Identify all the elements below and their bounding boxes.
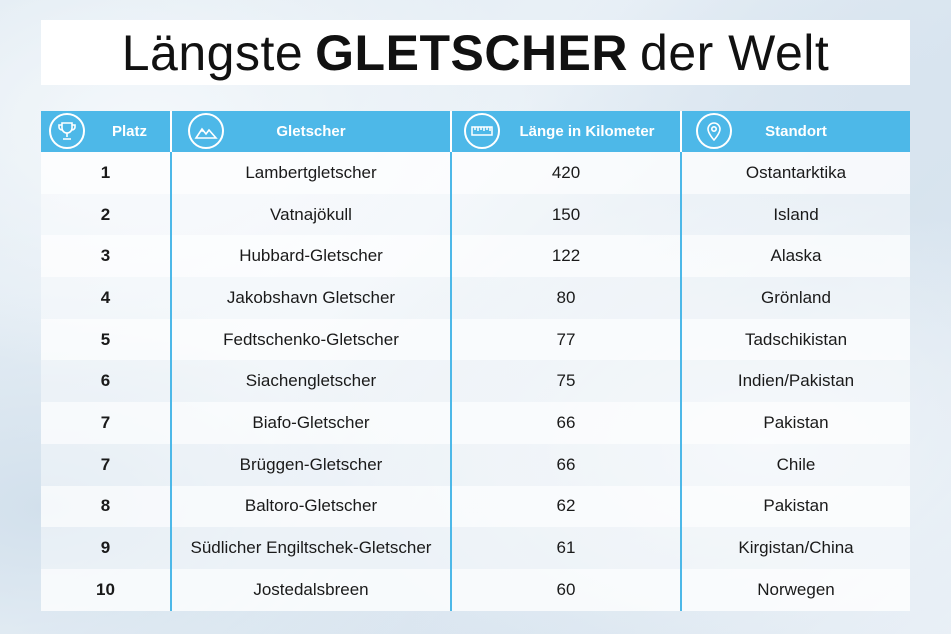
header-length: Länge in Kilometer xyxy=(451,111,682,152)
rank-cell: 7 xyxy=(41,402,172,444)
location-cell: Pakistan xyxy=(681,485,910,528)
glacier-name-cell: Biafo-Gletscher xyxy=(171,402,452,444)
header-location: Standort xyxy=(681,111,910,152)
glacier-name-cell: Jakobshavn Gletscher xyxy=(171,277,452,319)
glacier-name-cell: Brüggen-Gletscher xyxy=(171,443,452,486)
glacier-name-cell: Baltoro-Gletscher xyxy=(171,485,452,528)
location-cell: Island xyxy=(681,193,910,236)
header-location-label: Standort xyxy=(765,123,827,140)
location-cell: Alaska xyxy=(681,235,910,278)
table-row: 8 Baltoro-Gletscher 62 Pakistan xyxy=(41,485,910,528)
length-cell: 62 xyxy=(451,485,682,528)
table-row: 1 Lambertgletscher 420 Ostantarktika xyxy=(41,152,910,194)
length-cell: 150 xyxy=(451,193,682,236)
location-cell: Kirgistan/China xyxy=(681,527,910,569)
table-row: 7 Brüggen-Gletscher 66 Chile xyxy=(41,443,910,486)
rank-cell: 6 xyxy=(41,360,172,403)
title-bold: GLETSCHER xyxy=(315,24,629,81)
table-row: 2 Vatnajökull 150 Island xyxy=(41,193,910,236)
location-cell: Chile xyxy=(681,443,910,486)
title-suffix: der Welt xyxy=(640,24,830,81)
length-cell: 75 xyxy=(451,360,682,403)
glacier-name-cell: Jostedalsbreen xyxy=(171,568,452,611)
length-cell: 66 xyxy=(451,402,682,444)
rank-cell: 5 xyxy=(41,318,172,361)
glacier-name-cell: Fedtschenko-Gletscher xyxy=(171,318,452,361)
glacier-name-cell: Vatnajökull xyxy=(171,193,452,236)
table-row: 5 Fedtschenko-Gletscher 77 Tadschikistan xyxy=(41,318,910,361)
header-length-label: Länge in Kilometer xyxy=(519,123,655,140)
location-cell: Pakistan xyxy=(681,402,910,444)
header-rank-label: Platz xyxy=(111,123,147,140)
rank-cell: 7 xyxy=(41,443,172,486)
rank-cell: 2 xyxy=(41,193,172,236)
length-cell: 80 xyxy=(451,277,682,319)
header-glacier: Gletscher xyxy=(171,111,452,152)
table-row: 9 Südlicher Engiltschek-Gletscher 61 Kirgis… xyxy=(41,527,910,569)
length-cell: 60 xyxy=(451,568,682,611)
location-cell: Tadschikistan xyxy=(681,318,910,361)
rank-cell: 8 xyxy=(41,485,172,528)
table-row: 6 Siachengletscher 75 Indien/Pakistan xyxy=(41,360,910,403)
mountain-icon xyxy=(188,113,224,149)
length-cell: 77 xyxy=(451,318,682,361)
table-row: 10 Jostedalsbreen 60 Norwegen xyxy=(41,568,910,611)
glacier-name-cell: Südlicher Engiltschek-Gletscher xyxy=(171,527,452,569)
rank-cell: 3 xyxy=(41,235,172,278)
header-glacier-label: Gletscher xyxy=(276,123,346,140)
table-header-row: Platz Gletscher Länge in xyxy=(41,111,910,152)
glacier-name-cell: Siachengletscher xyxy=(171,360,452,403)
rank-cell: 4 xyxy=(41,277,172,319)
location-cell: Norwegen xyxy=(681,568,910,611)
location-cell: Indien/Pakistan xyxy=(681,360,910,403)
glacier-name-cell: Lambertgletscher xyxy=(171,152,452,194)
rank-cell: 9 xyxy=(41,527,172,569)
length-cell: 61 xyxy=(451,527,682,569)
location-pin-icon xyxy=(696,113,732,149)
glacier-name-cell: Hubbard-Gletscher xyxy=(171,235,452,278)
table-row: 3 Hubbard-Gletscher 122 Alaska xyxy=(41,235,910,278)
length-cell: 122 xyxy=(451,235,682,278)
title-prefix: Längste xyxy=(121,24,304,81)
trophy-icon xyxy=(49,113,85,149)
location-cell: Grönland xyxy=(681,277,910,319)
header-rank: Platz xyxy=(41,111,172,152)
rank-cell: 1 xyxy=(41,152,172,194)
ruler-icon xyxy=(464,113,500,149)
page-title: Längste GLETSCHER der Welt xyxy=(41,20,910,85)
length-cell: 66 xyxy=(451,443,682,486)
table-row: 4 Jakobshavn Gletscher 80 Grönland xyxy=(41,277,910,319)
rank-cell: 10 xyxy=(41,568,172,611)
table-row: 7 Biafo-Gletscher 66 Pakistan xyxy=(41,402,910,444)
location-cell: Ostantarktika xyxy=(681,152,910,194)
length-cell: 420 xyxy=(451,152,682,194)
glacier-table: Platz Gletscher Länge in xyxy=(41,111,910,611)
